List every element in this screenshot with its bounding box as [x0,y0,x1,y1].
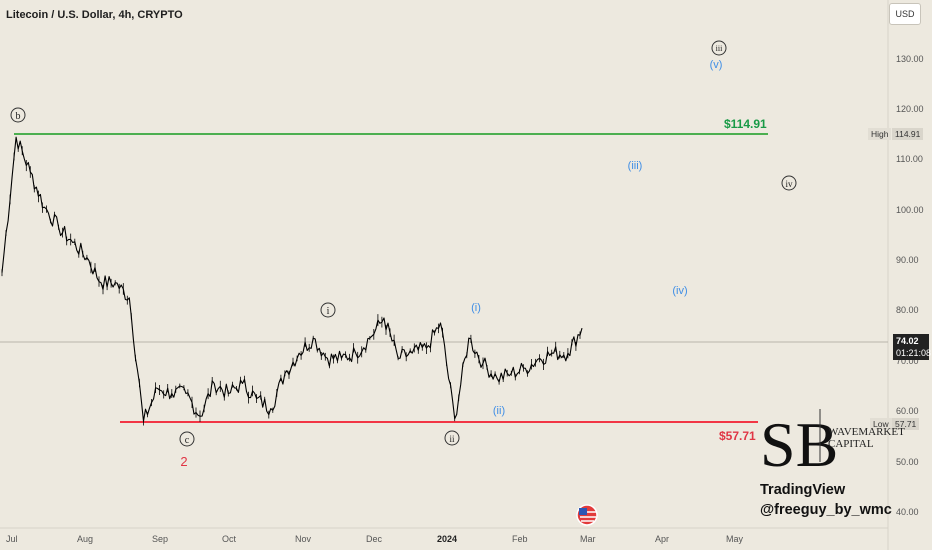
wave-blue-ii-label: (ii) [493,405,505,417]
time-tick: Aug [77,534,93,544]
us-flag-icon[interactable] [577,505,597,525]
watermark-name: WAVEMARKET CAPITAL [828,426,905,450]
high-label: High [868,128,891,140]
price-tick: 40.00 [896,507,919,517]
price-tick: 130.00 [896,54,924,64]
resistance-price-label: $114.91 [724,117,767,131]
price-tick: 50.00 [896,457,919,467]
wave-i-label: i [327,306,330,317]
price-tick: 110.00 [896,154,923,164]
watermark-line2: CAPITAL [828,438,905,450]
platform-name: TradingView [760,480,892,500]
wave-b-label: b [16,111,21,122]
price-series [2,137,582,425]
wave-degree-number: 2 [180,454,187,469]
price-tick: 100.00 [896,205,924,215]
watermark-line1: WAVEMARKET [828,426,905,438]
time-tick: Feb [512,534,528,544]
time-tick: Mar [580,534,596,544]
branding-block: TradingView @freeguy_by_wmc [760,480,892,520]
time-axis[interactable]: Jul Aug Sep Oct Nov Dec 2024 Feb Mar Apr… [6,534,744,544]
wave-c-label: c [185,435,190,446]
wave-blue-iv-label: (iv) [672,285,687,297]
high-value: 114.91 [892,128,923,140]
wave-blue-v-label: (v) [710,59,723,71]
price-line [2,137,582,421]
wavemarket-logo: SB [760,409,838,480]
wave-iii-label: iii [716,44,723,53]
price-tick: 60.00 [896,406,919,416]
time-tick: Oct [222,534,237,544]
wave-labels-circled: b c i ii iii iv [11,41,796,446]
time-tick: May [726,534,744,544]
time-tick: Apr [655,534,669,544]
wave-iv-label: iv [785,179,793,189]
time-tick: Jul [6,534,18,544]
price-tick: 90.00 [896,255,919,265]
currency-button[interactable]: USD [889,3,921,25]
wave-blue-iii-label: (iii) [628,160,643,172]
price-tick: 120.00 [896,104,924,114]
price-tick: 80.00 [896,305,919,315]
bar-countdown: 01:21:08 [896,347,926,359]
wave-labels-blue: (i) (ii) (iii) (iv) (v) [471,59,722,417]
last-price-value: 74.02 [896,335,926,347]
last-price-tag: 74.02 01:21:08 [893,334,929,360]
time-tick: Sep [152,534,168,544]
time-tick: Dec [366,534,383,544]
symbol-title[interactable]: Litecoin / U.S. Dollar, 4h, CRYPTO [6,9,183,21]
support-price-label: $57.71 [719,429,756,443]
wave-blue-i-label: (i) [471,302,481,314]
author-handle: @freeguy_by_wmc [760,500,892,520]
logo-monogram: SB [760,409,838,480]
wave-ii-label: ii [449,434,455,444]
time-tick: Nov [295,534,312,544]
time-tick: 2024 [437,534,457,544]
